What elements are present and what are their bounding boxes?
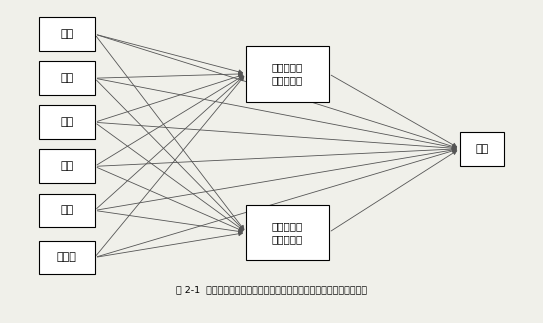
Text: 消极认知情
绪调节策略: 消极认知情 绪调节策略 xyxy=(272,63,303,85)
Text: 抑郁: 抑郁 xyxy=(475,144,488,154)
Bar xyxy=(39,17,94,51)
Text: 行为: 行为 xyxy=(60,162,73,172)
Text: 思绪: 思绪 xyxy=(60,205,73,215)
Bar xyxy=(460,132,503,166)
Text: 图 2-1  开放性人格子维度、认知情绪调节策略和抑郁关系的研究模型图: 图 2-1 开放性人格子维度、认知情绪调节策略和抑郁关系的研究模型图 xyxy=(176,285,367,294)
Text: 幻想: 幻想 xyxy=(60,29,73,39)
Bar xyxy=(39,150,94,183)
Text: 情感: 情感 xyxy=(60,117,73,127)
Bar xyxy=(246,46,329,102)
Bar xyxy=(246,204,329,260)
Bar xyxy=(39,241,94,274)
Text: 价値观: 价値观 xyxy=(56,253,77,263)
Bar xyxy=(39,61,94,95)
Text: 审美: 审美 xyxy=(60,73,73,83)
Text: 积极认知情
绪调节策略: 积极认知情 绪调节策略 xyxy=(272,221,303,244)
Bar xyxy=(39,105,94,139)
Bar xyxy=(39,193,94,227)
